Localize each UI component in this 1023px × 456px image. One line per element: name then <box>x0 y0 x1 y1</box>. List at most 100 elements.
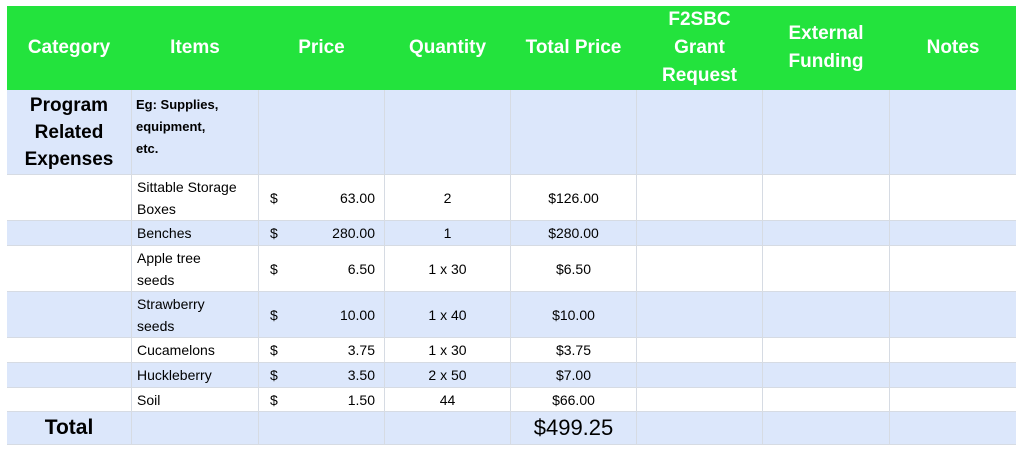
total-price-cell[interactable]: $66.00 <box>511 388 637 412</box>
item-cell[interactable]: Strawberry seeds <box>132 292 259 338</box>
header-quantity: Quantity <box>385 6 511 90</box>
category-cell[interactable]: Program Related Expenses <box>7 90 132 175</box>
grant-request-cell[interactable] <box>637 388 763 412</box>
currency-symbol: $ <box>270 225 278 241</box>
item-cell[interactable]: Apple tree seeds <box>132 246 259 292</box>
currency-symbol: $ <box>270 367 278 383</box>
empty-cell[interactable] <box>511 90 637 175</box>
grant-request-cell[interactable] <box>637 363 763 388</box>
quantity-cell[interactable]: 44 <box>385 388 511 412</box>
total-price-cell[interactable]: $6.50 <box>511 246 637 292</box>
budget-table: Category Items Price Quantity Total Pric… <box>7 6 1016 445</box>
grant-request-cell[interactable] <box>637 246 763 292</box>
table-row: Sittable Storage Boxes $63.00 2 $126.00 <box>7 175 1016 221</box>
quantity-cell[interactable]: 1 x 40 <box>385 292 511 338</box>
price-cell[interactable]: $63.00 <box>259 175 385 221</box>
price-cell[interactable]: $3.50 <box>259 363 385 388</box>
price-value: 280.00 <box>332 225 375 241</box>
empty-cell[interactable] <box>890 90 1016 175</box>
external-funding-cell[interactable] <box>763 221 890 246</box>
quantity-cell[interactable]: 1 x 30 <box>385 338 511 363</box>
empty-cell[interactable] <box>132 412 259 445</box>
header-items: Items <box>132 6 259 90</box>
notes-cell[interactable] <box>890 388 1016 412</box>
table-row: Cucamelons $3.75 1 x 30 $3.75 <box>7 338 1016 363</box>
quantity-cell[interactable]: 2 x 50 <box>385 363 511 388</box>
empty-cell[interactable] <box>890 412 1016 445</box>
item-cell[interactable]: Cucamelons <box>132 338 259 363</box>
price-cell[interactable]: $10.00 <box>259 292 385 338</box>
quantity-cell[interactable]: 1 x 30 <box>385 246 511 292</box>
notes-cell[interactable] <box>890 246 1016 292</box>
external-funding-cell[interactable] <box>763 292 890 338</box>
external-funding-cell[interactable] <box>763 246 890 292</box>
category-cell[interactable] <box>7 292 132 338</box>
grant-request-cell[interactable] <box>637 338 763 363</box>
category-cell[interactable] <box>7 246 132 292</box>
item-cell[interactable]: Soil <box>132 388 259 412</box>
price-value: 1.50 <box>347 391 375 408</box>
item-cell[interactable]: Benches <box>132 221 259 246</box>
item-cell[interactable]: Sittable Storage Boxes <box>132 175 259 221</box>
grant-request-cell[interactable] <box>637 175 763 221</box>
category-cell[interactable] <box>7 175 132 221</box>
price-value: 63.00 <box>339 189 375 206</box>
table-row: Strawberry seeds $10.00 1 x 40 $10.00 <box>7 292 1016 338</box>
price-cell[interactable]: $280.00 <box>259 221 385 246</box>
grant-request-cell[interactable] <box>637 221 763 246</box>
price-value: 6.50 <box>347 260 375 277</box>
total-value[interactable]: $499.25 <box>511 412 637 445</box>
currency-symbol: $ <box>270 260 278 277</box>
header-category: Category <box>7 6 132 90</box>
table-row: Benches $280.00 1 $280.00 <box>7 221 1016 246</box>
external-funding-cell[interactable] <box>763 363 890 388</box>
external-funding-cell[interactable] <box>763 175 890 221</box>
notes-cell[interactable] <box>890 175 1016 221</box>
quantity-cell[interactable]: 2 <box>385 175 511 221</box>
empty-cell[interactable] <box>259 412 385 445</box>
empty-cell[interactable] <box>763 90 890 175</box>
price-cell[interactable]: $1.50 <box>259 388 385 412</box>
table-row: Huckleberry $3.50 2 x 50 $7.00 <box>7 363 1016 388</box>
empty-cell[interactable] <box>385 412 511 445</box>
empty-cell[interactable] <box>637 90 763 175</box>
category-cell[interactable] <box>7 338 132 363</box>
header-price: Price <box>259 6 385 90</box>
currency-symbol: $ <box>270 391 278 408</box>
header-row: Category Items Price Quantity Total Pric… <box>7 6 1016 90</box>
category-cell[interactable] <box>7 388 132 412</box>
currency-symbol: $ <box>270 306 278 323</box>
notes-cell[interactable] <box>890 292 1016 338</box>
notes-cell[interactable] <box>890 338 1016 363</box>
total-price-cell[interactable]: $126.00 <box>511 175 637 221</box>
total-price-cell[interactable]: $10.00 <box>511 292 637 338</box>
currency-symbol: $ <box>270 189 278 206</box>
category-cell[interactable] <box>7 221 132 246</box>
empty-cell[interactable] <box>385 90 511 175</box>
price-cell[interactable]: $3.75 <box>259 338 385 363</box>
notes-cell[interactable] <box>890 221 1016 246</box>
header-total-price: Total Price <box>511 6 637 90</box>
quantity-cell[interactable]: 1 <box>385 221 511 246</box>
item-cell[interactable]: Huckleberry <box>132 363 259 388</box>
header-grant-request: F2SBC Grant Request <box>637 6 763 90</box>
total-price-cell[interactable]: $7.00 <box>511 363 637 388</box>
empty-cell[interactable] <box>259 90 385 175</box>
total-label[interactable]: Total <box>7 412 132 445</box>
total-price-cell[interactable]: $3.75 <box>511 338 637 363</box>
price-cell[interactable]: $6.50 <box>259 246 385 292</box>
header-notes: Notes <box>890 6 1016 90</box>
items-hint-cell[interactable]: Eg: Supplies, equipment, etc. <box>132 90 259 175</box>
empty-cell[interactable] <box>763 412 890 445</box>
program-expenses-row: Program Related Expenses Eg: Supplies, e… <box>7 90 1016 175</box>
total-price-cell[interactable]: $280.00 <box>511 221 637 246</box>
category-cell[interactable] <box>7 363 132 388</box>
empty-cell[interactable] <box>637 412 763 445</box>
price-value: 10.00 <box>339 306 375 323</box>
total-row: Total $499.25 <box>7 412 1016 445</box>
external-funding-cell[interactable] <box>763 338 890 363</box>
external-funding-cell[interactable] <box>763 388 890 412</box>
notes-cell[interactable] <box>890 363 1016 388</box>
header-external-funding: External Funding <box>763 6 890 90</box>
grant-request-cell[interactable] <box>637 292 763 338</box>
